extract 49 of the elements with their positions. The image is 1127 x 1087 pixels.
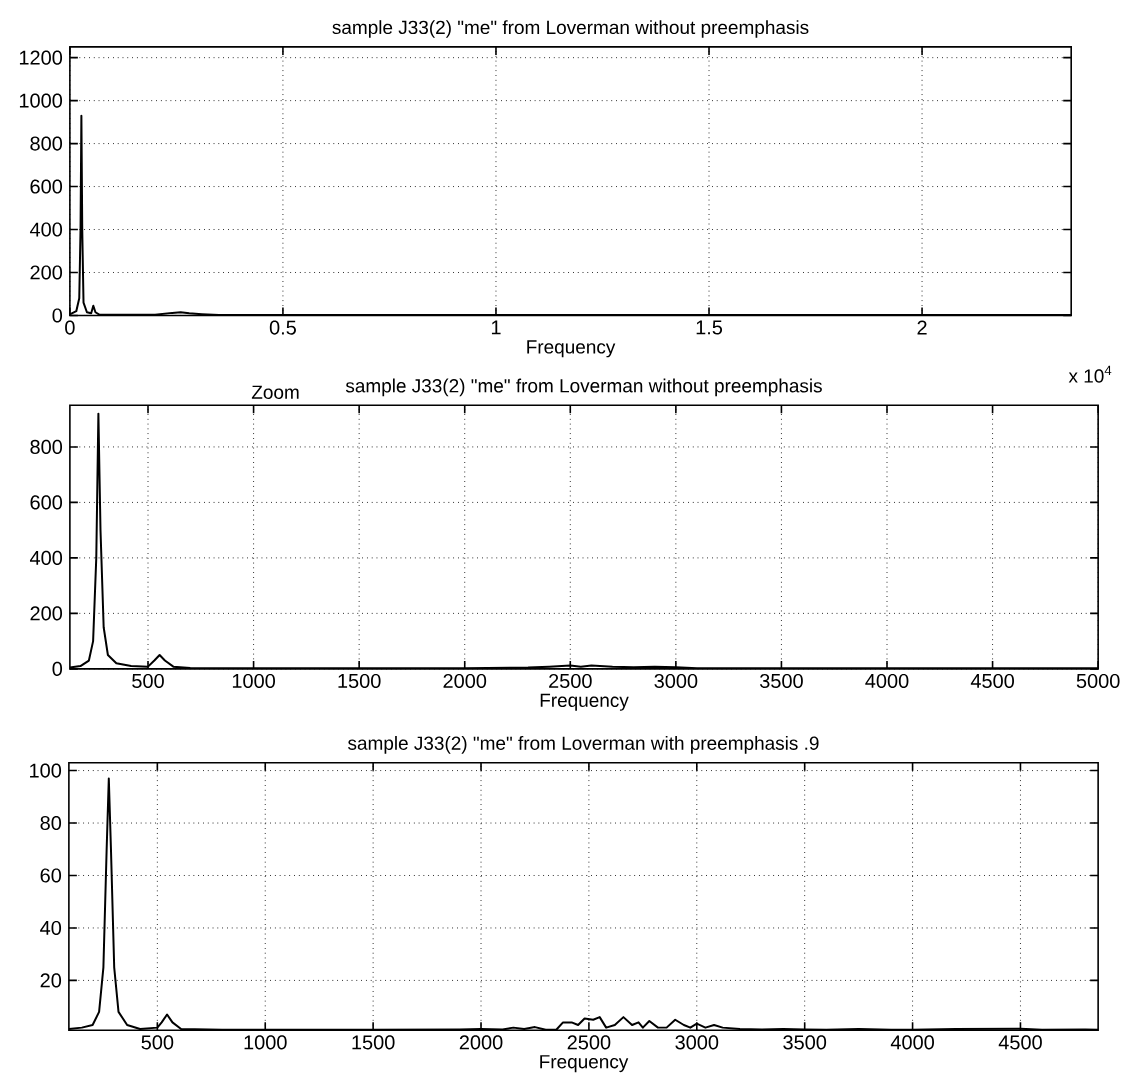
y-tick-label: 400 <box>29 222 63 237</box>
x-tick-label: 4500 <box>970 673 1014 688</box>
y-tick-label: 80 <box>40 815 62 831</box>
x-axis-title: Frequency <box>527 340 616 358</box>
text: Zoom <box>251 385 299 399</box>
chart-title: sample J33(2) "me" from Loverman without preemphasis <box>332 20 809 38</box>
y-tick-label: 0 <box>52 308 63 323</box>
y-tick-label: 1000 <box>19 93 63 108</box>
x-tick-label: 0.5 <box>269 320 296 335</box>
y-tick-label: 60 <box>40 868 62 883</box>
x-axis-title: Frequency <box>540 1055 629 1073</box>
chart-title: sample J33(2) "me" from Loverman without preemphasis <box>345 378 822 397</box>
y-tick-label: 40 <box>40 920 62 935</box>
x-tick-label: 2 <box>917 320 927 335</box>
x-tick-label: 500 <box>141 1035 174 1050</box>
x-tick-label: 500 <box>132 673 164 688</box>
chart-title: sample J33(2) "me" from Loverman with preemphasis .9 <box>348 735 819 754</box>
x-tick-label: 3500 <box>783 1035 827 1050</box>
y-tick-label: 1200 <box>19 50 63 65</box>
x-tick-label: 2000 <box>443 673 487 688</box>
y-tick-label: 0 <box>52 661 63 676</box>
y-tick-label: 400 <box>29 550 63 565</box>
y-tick-label: 100 <box>30 763 62 778</box>
x-tick-label: 1000 <box>232 673 276 688</box>
y-tick-label: 800 <box>30 439 63 454</box>
x-tick-label: 1000 <box>244 1035 287 1050</box>
y-tick-label: 800 <box>30 136 63 151</box>
y-tick-label: 600 <box>30 495 63 510</box>
x-tick-label: 2500 <box>567 1035 611 1050</box>
y-tick-label: 200 <box>30 265 63 280</box>
text: x 10$^{4}$ <box>1068 365 1112 383</box>
x-tick-label: 3500 <box>759 673 803 688</box>
x-tick-label: 2000 <box>459 1035 503 1050</box>
x-tick-label: 1 <box>491 320 501 335</box>
y-tick-label: 600 <box>30 179 63 194</box>
x-tick-label: 5000 <box>1076 673 1120 688</box>
x-tick-label: 4000 <box>890 1035 934 1050</box>
x-tick-label: 3000 <box>654 673 698 688</box>
x-axis-title: Frequency <box>540 693 629 711</box>
x-tick-label: 0 <box>65 320 75 335</box>
x-tick-label: 1.5 <box>696 320 723 335</box>
x-tick-label: 3000 <box>675 1035 719 1050</box>
x-tick-label: 4000 <box>865 673 909 688</box>
x-tick-label: 1500 <box>338 673 381 688</box>
x-tick-label: 2500 <box>549 673 592 688</box>
y-tick-label: 20 <box>40 973 62 988</box>
x-tick-label: 4500 <box>998 1035 1042 1050</box>
x-tick-label: 1500 <box>352 1035 395 1050</box>
y-tick-label: 200 <box>30 606 63 621</box>
